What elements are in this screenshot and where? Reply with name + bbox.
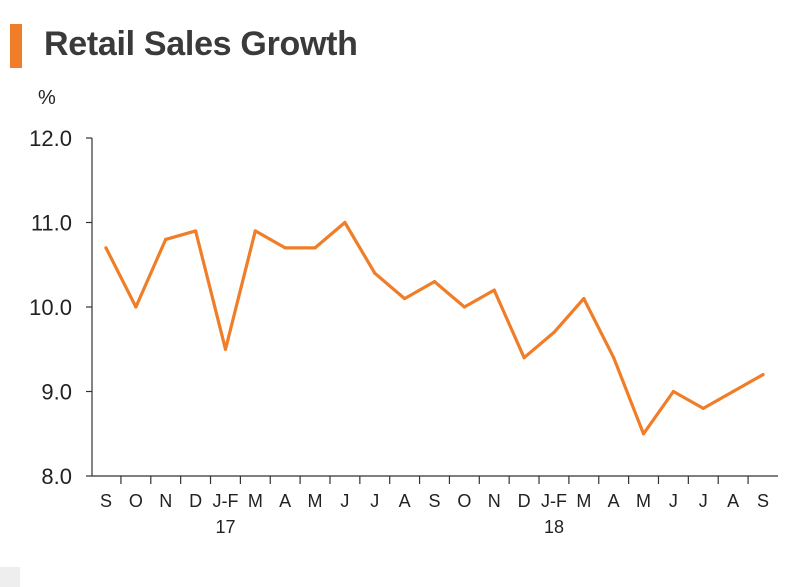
data-point	[223, 347, 228, 351]
x-ticks: S O N D J-F M A M J J A S O N D J-F M A M J J A S17 18	[100, 476, 769, 537]
data-point	[671, 389, 676, 394]
x-tick-label: J	[699, 491, 708, 511]
title-accent-bar	[10, 24, 22, 68]
data-point	[313, 246, 317, 250]
y-ticks: 8.0 9.0 10.0 11.0 12.0	[29, 126, 92, 489]
x-tick-label: A	[279, 491, 291, 511]
x-tick-label: J-F	[541, 491, 567, 511]
series-layer	[104, 220, 765, 436]
year-label: 17	[215, 517, 235, 537]
x-tick-label: N	[159, 491, 172, 511]
x-tick-label: A	[727, 491, 739, 511]
x-tick-label: J-F	[212, 491, 238, 511]
y-tick-label: 8.0	[41, 464, 72, 489]
y-tick-label: 12.0	[29, 126, 72, 151]
data-point	[731, 389, 735, 394]
data-point	[552, 330, 556, 334]
x-tick-label: O	[457, 491, 471, 511]
data-point	[104, 246, 108, 250]
data-point	[193, 229, 198, 233]
x-tick-label: M	[636, 491, 651, 511]
footer-decoration	[0, 567, 20, 587]
data-point	[343, 220, 347, 225]
y-axis-label: %	[38, 87, 56, 109]
series-line	[104, 220, 765, 436]
data-point	[403, 296, 407, 301]
x-tick-label: O	[129, 491, 143, 511]
data-point	[522, 356, 526, 360]
chart-title: Retail Sales Growth	[44, 25, 358, 63]
data-point	[253, 229, 257, 233]
data-point	[432, 280, 437, 284]
x-tick-label: J	[669, 491, 678, 511]
data-point	[582, 296, 586, 301]
data-point	[701, 406, 705, 410]
x-tick-label: S	[757, 491, 769, 511]
x-tick-label: D	[518, 491, 531, 511]
x-tick-label: J	[370, 491, 379, 511]
data-point	[492, 288, 496, 292]
x-tick-label: J	[340, 491, 349, 511]
x-tick-label: S	[100, 491, 112, 511]
x-tick-label: M	[248, 491, 263, 511]
data-point	[612, 356, 616, 360]
data-point	[373, 271, 377, 275]
data-point	[164, 237, 168, 241]
year-label: 18	[544, 517, 564, 537]
y-tick-label: 9.0	[41, 380, 72, 405]
x-tick-label: S	[428, 491, 440, 511]
x-tick-label: N	[488, 491, 501, 511]
x-tick-label: M	[308, 491, 323, 511]
data-point	[283, 246, 287, 250]
x-tick-label: M	[576, 491, 591, 511]
data-point	[462, 305, 466, 309]
axes	[91, 138, 778, 477]
y-tick-label: 11.0	[31, 211, 72, 236]
x-tick-label: A	[399, 491, 411, 511]
x-tick-label: A	[608, 491, 620, 511]
y-tick-label: 10.0	[29, 295, 72, 320]
data-point	[134, 305, 138, 309]
x-tick-label: D	[189, 491, 202, 511]
data-point	[761, 373, 765, 377]
line-chart: % 8.09.010.011.012.0 S O N D J-F M A M J J A S O N D J-…	[29, 87, 778, 537]
data-point	[641, 432, 646, 436]
